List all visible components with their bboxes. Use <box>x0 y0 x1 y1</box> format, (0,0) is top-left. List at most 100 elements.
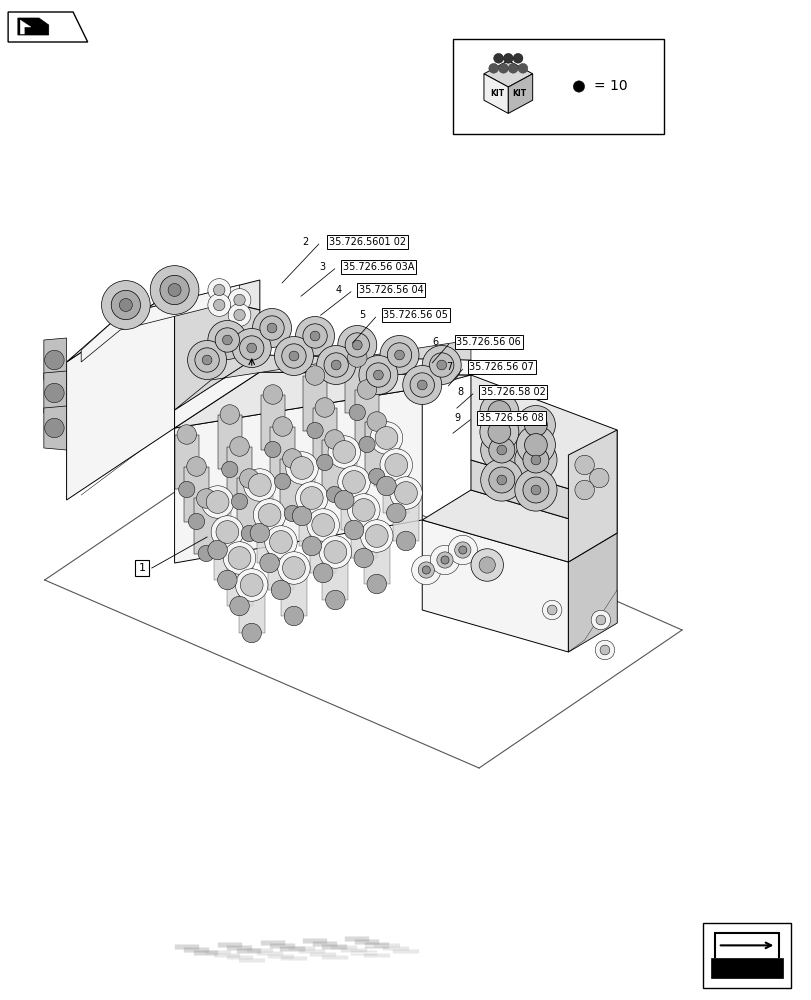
Polygon shape <box>18 18 49 35</box>
Text: KIT: KIT <box>490 89 504 98</box>
Circle shape <box>573 81 584 92</box>
Circle shape <box>422 346 461 384</box>
Polygon shape <box>422 520 568 652</box>
Polygon shape <box>268 545 294 590</box>
Circle shape <box>250 523 269 543</box>
Circle shape <box>324 353 348 377</box>
Text: = 10: = 10 <box>593 80 626 94</box>
Circle shape <box>188 513 204 530</box>
Circle shape <box>208 540 227 560</box>
Circle shape <box>258 504 281 526</box>
Circle shape <box>333 441 355 463</box>
Circle shape <box>325 590 345 610</box>
Circle shape <box>547 605 556 615</box>
Circle shape <box>360 520 393 552</box>
Circle shape <box>331 360 341 370</box>
Circle shape <box>324 541 346 563</box>
Text: 35.726.56 05: 35.726.56 05 <box>383 310 448 320</box>
Circle shape <box>337 326 376 364</box>
Circle shape <box>358 356 397 394</box>
Text: 35.726.56 06: 35.726.56 06 <box>456 337 521 347</box>
Polygon shape <box>174 355 470 428</box>
Circle shape <box>274 337 313 375</box>
Circle shape <box>367 574 386 594</box>
Circle shape <box>234 309 245 321</box>
Circle shape <box>589 468 608 488</box>
Circle shape <box>195 348 219 372</box>
Circle shape <box>221 461 238 478</box>
Circle shape <box>150 266 199 314</box>
Circle shape <box>470 549 503 581</box>
Circle shape <box>223 542 255 574</box>
Circle shape <box>488 467 514 493</box>
Polygon shape <box>568 430 616 562</box>
Text: 4: 4 <box>336 285 345 295</box>
Circle shape <box>208 294 230 316</box>
Circle shape <box>240 574 263 596</box>
Polygon shape <box>81 285 239 362</box>
Circle shape <box>328 436 360 468</box>
Circle shape <box>202 355 212 365</box>
Text: 35.726.56 07: 35.726.56 07 <box>469 362 534 372</box>
Circle shape <box>370 422 402 454</box>
Polygon shape <box>226 561 252 606</box>
Circle shape <box>295 317 334 355</box>
Circle shape <box>307 509 339 541</box>
Circle shape <box>422 566 430 574</box>
Circle shape <box>517 63 527 73</box>
Polygon shape <box>331 455 357 500</box>
Polygon shape <box>256 518 282 563</box>
Circle shape <box>260 553 279 573</box>
Circle shape <box>394 350 404 360</box>
Circle shape <box>478 557 495 573</box>
Circle shape <box>498 63 508 73</box>
Circle shape <box>389 477 422 509</box>
Circle shape <box>487 421 510 443</box>
Polygon shape <box>44 371 67 415</box>
Polygon shape <box>364 422 388 477</box>
Circle shape <box>352 340 362 350</box>
Circle shape <box>284 505 300 522</box>
Circle shape <box>458 546 466 554</box>
Circle shape <box>178 481 195 498</box>
Circle shape <box>231 493 247 510</box>
Polygon shape <box>67 280 260 362</box>
Polygon shape <box>174 388 422 563</box>
Circle shape <box>349 404 365 421</box>
Circle shape <box>230 596 249 616</box>
Circle shape <box>282 557 305 579</box>
Polygon shape <box>280 458 304 514</box>
Circle shape <box>281 344 306 368</box>
Circle shape <box>530 485 540 495</box>
Circle shape <box>247 343 256 353</box>
Circle shape <box>217 570 237 590</box>
Circle shape <box>522 447 548 473</box>
Circle shape <box>530 455 540 465</box>
Circle shape <box>574 480 594 500</box>
Polygon shape <box>174 434 199 489</box>
Circle shape <box>342 471 365 493</box>
Circle shape <box>208 279 230 301</box>
Polygon shape <box>470 460 616 533</box>
FancyBboxPatch shape <box>702 923 790 988</box>
Polygon shape <box>204 505 230 550</box>
Circle shape <box>352 499 375 521</box>
Polygon shape <box>238 588 264 633</box>
Polygon shape <box>568 533 616 652</box>
Circle shape <box>358 436 375 453</box>
Circle shape <box>295 482 328 514</box>
Circle shape <box>337 466 370 498</box>
Text: 6: 6 <box>433 337 442 347</box>
Circle shape <box>594 640 614 660</box>
Text: 5: 5 <box>359 310 369 320</box>
Circle shape <box>242 623 261 643</box>
Polygon shape <box>354 389 379 444</box>
Polygon shape <box>281 571 307 616</box>
Circle shape <box>272 417 292 436</box>
Circle shape <box>111 290 140 320</box>
Circle shape <box>206 491 229 513</box>
Text: 35.726.5601 02: 35.726.5601 02 <box>328 237 406 247</box>
Circle shape <box>402 366 441 404</box>
Circle shape <box>239 336 264 360</box>
Circle shape <box>488 63 498 73</box>
